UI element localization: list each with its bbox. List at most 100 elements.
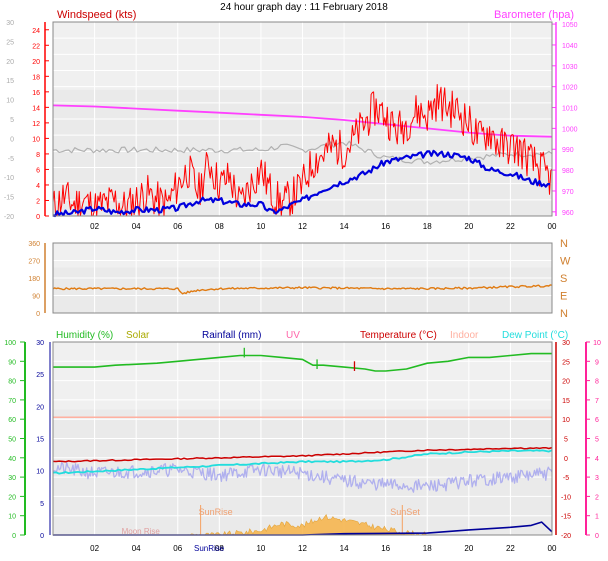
baro-tick-label: 1030 xyxy=(562,64,578,71)
x-sunrise-label: SunRise xyxy=(194,544,225,553)
humidity-tick-label: 0 xyxy=(12,533,16,540)
temp-tick-label: -5 xyxy=(563,475,569,482)
temp-panel-frame xyxy=(52,341,553,536)
rain-tick-label: 5 xyxy=(40,501,44,508)
bearing-panel-frame xyxy=(52,242,553,314)
humidity-tick-label: 50 xyxy=(8,437,16,444)
rain-tick-label: 15 xyxy=(36,437,44,444)
rain-tick-label: 30 xyxy=(36,340,44,347)
temp-x-tick-label: 06 xyxy=(173,544,182,553)
compass-tick-label: E xyxy=(560,291,567,303)
humidity-tick-label: 40 xyxy=(8,456,16,463)
wind-axis-title: Windspeed (kts) xyxy=(57,9,136,21)
rain-tick-label: 10 xyxy=(36,469,44,476)
uv-tick-label: 8 xyxy=(595,379,599,386)
rain-tick-label: 0 xyxy=(40,533,44,540)
bearing-tick-label: 360 xyxy=(28,241,40,248)
wind-temp-tick-label: 30 xyxy=(6,20,14,27)
wind-tick-label: 2 xyxy=(36,198,40,205)
temp-x-tick-label: 22 xyxy=(506,544,515,553)
temp-tick-label: 30 xyxy=(562,340,570,347)
temp-tick-label: 5 xyxy=(564,437,568,444)
wind-temp-tick-label: -15 xyxy=(4,195,14,202)
baro-tick-label: 980 xyxy=(562,168,574,175)
uv-tick-label: 10 xyxy=(593,340,601,347)
baro-line xyxy=(52,104,553,138)
compass-tick-label: N xyxy=(560,238,568,250)
temp-x-tick-label: 14 xyxy=(340,544,349,553)
uv-tick-label: 0 xyxy=(595,533,599,540)
wind-tick-label: 22 xyxy=(32,43,40,50)
wind-x-tick-label: 12 xyxy=(298,222,307,231)
uv-tick-label: 1 xyxy=(595,514,599,521)
temp-x-tick-label: 18 xyxy=(423,544,432,553)
wind-x-tick-label: 04 xyxy=(132,222,141,231)
wind-temp-tick-label: 10 xyxy=(6,98,14,105)
uv-tick-label: 9 xyxy=(595,359,599,366)
baro-tick-label: 990 xyxy=(562,147,574,154)
temp-x-tick-label: 16 xyxy=(381,544,390,553)
humidity-tick-label: 10 xyxy=(8,514,16,521)
baro-tick-label: 1000 xyxy=(562,126,578,133)
baro-tick-label: 960 xyxy=(562,210,574,217)
wind-x-tick-label: 08 xyxy=(215,222,224,231)
uv-tick-label: 3 xyxy=(595,475,599,482)
uv-tick-label: 2 xyxy=(595,494,599,501)
wind-x-tick-label: 06 xyxy=(173,222,182,231)
wind-tick-label: 20 xyxy=(32,59,40,66)
temp-tick-label: 20 xyxy=(562,379,570,386)
baro-tick-label: 1020 xyxy=(562,85,578,92)
sunrise-label: SunRise xyxy=(199,507,233,517)
wind-dir-trace xyxy=(52,140,553,165)
wind-tick-label: 0 xyxy=(36,214,40,221)
temp-tick-label: -10 xyxy=(561,494,571,501)
wind-temp-tick-label: -20 xyxy=(4,214,14,221)
baro-tick-label: 970 xyxy=(562,189,574,196)
bearing-tick-label: 0 xyxy=(36,311,40,318)
bearing-tick-label: 270 xyxy=(28,259,40,266)
page-title: 24 hour graph day : 11 February 2018 xyxy=(220,2,388,13)
wind-temp-tick-label: -10 xyxy=(4,175,14,182)
humidity-line xyxy=(53,352,552,372)
sunset-label: SunSet xyxy=(390,507,420,517)
humidity-tick-label: 20 xyxy=(8,494,16,501)
legend-entry: Indoor xyxy=(450,330,479,341)
wind-tick-label: 6 xyxy=(36,167,40,174)
wind-tick-label: 16 xyxy=(32,90,40,97)
rain-tick-label: 25 xyxy=(36,372,44,379)
wind-x-tick-label: 22 xyxy=(506,222,515,231)
baro-tick-label: 1050 xyxy=(562,22,578,29)
uv-tick-label: 6 xyxy=(595,417,599,424)
windspeed-line xyxy=(52,84,553,217)
legend-entry: Dew Point (°C) xyxy=(502,330,568,341)
wind-tick-label: 18 xyxy=(32,74,40,81)
dewpoint-line xyxy=(52,449,553,475)
wind-temp-tick-label: 25 xyxy=(6,39,14,46)
wind-panel-frame xyxy=(52,21,553,217)
solar-area xyxy=(187,513,427,536)
wind-avg-line xyxy=(52,149,550,218)
temp-x-tick-label: 02 xyxy=(90,544,99,553)
wind-x-tick-label: 20 xyxy=(464,222,473,231)
baro-axis-title: Barometer (hpa) xyxy=(494,9,574,21)
wind-x-tick-label: 14 xyxy=(340,222,349,231)
temp-x-tick-label: 08 xyxy=(215,544,224,553)
wind-x-tick-label: 16 xyxy=(381,222,390,231)
wind-temp-tick-label: 5 xyxy=(10,117,14,124)
uv-tick-label: 5 xyxy=(595,437,599,444)
wind-x-tick-label: 18 xyxy=(423,222,432,231)
legend-entry: Rainfall (mm) xyxy=(202,330,261,341)
humidity-tick-label: 70 xyxy=(8,398,16,405)
legend-entry: UV xyxy=(286,330,300,341)
temp-tick-label: -20 xyxy=(561,533,571,540)
moonrise-label: Moon Rise xyxy=(122,527,161,536)
wind-x-tick-label: 00 xyxy=(548,222,557,231)
wind-temp-tick-label: -5 xyxy=(8,156,14,163)
rain-tick-label: 20 xyxy=(36,404,44,411)
wind-temp-tick-label: 15 xyxy=(6,78,14,85)
temp-x-tick-label: 10 xyxy=(256,544,265,553)
baro-tick-label: 1010 xyxy=(562,106,578,113)
bearing-tick-label: 180 xyxy=(28,276,40,283)
temp-tick-label: 10 xyxy=(562,417,570,424)
